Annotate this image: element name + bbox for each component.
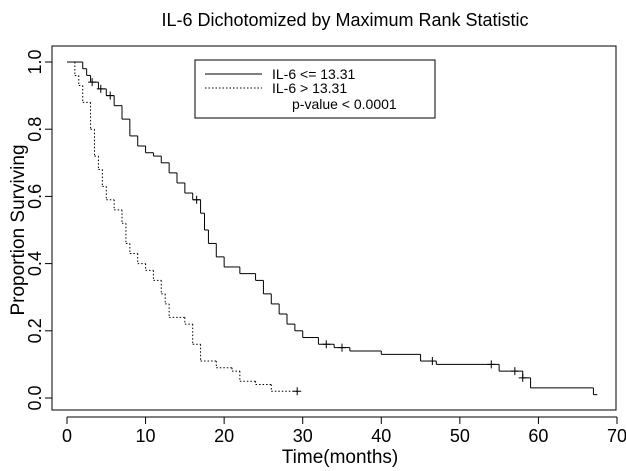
censor-mark	[96, 84, 105, 93]
x-axis-label: Time(months)	[282, 447, 398, 468]
x-tick-label: 50	[450, 426, 470, 446]
x-tick-label: 40	[371, 426, 391, 446]
x-tick-label: 60	[528, 426, 548, 446]
censor-mark	[322, 340, 331, 349]
censor-mark	[510, 367, 519, 376]
censor-mark	[293, 387, 302, 396]
censor-mark	[192, 195, 201, 204]
y-axis-label: Proportion Surviving	[8, 144, 29, 315]
y-tick-label: 0.0	[25, 385, 45, 410]
censor-mark	[428, 357, 437, 366]
x-tick-label: 10	[136, 426, 156, 446]
annotation: p-value < 0.0001	[292, 96, 397, 112]
y-tick-label: 0.8	[25, 117, 45, 142]
x-tick-label: 70	[607, 426, 626, 446]
y-tick-label: 0.6	[25, 184, 45, 209]
legend-label: IL-6 <= 13.31	[272, 66, 356, 82]
censor-mark	[106, 91, 115, 100]
legend-box	[194, 59, 436, 119]
x-tick-label: 20	[214, 426, 234, 446]
censor-mark	[487, 360, 496, 369]
y-tick-label: 0.4	[25, 251, 45, 276]
x-tick-label: 0	[62, 426, 72, 446]
y-tick-label: 0.2	[25, 318, 45, 343]
y-tick-label: 1.0	[25, 49, 45, 74]
censor-mark	[88, 78, 97, 87]
chart-title: IL-6 Dichotomized by Maximum Rank Statis…	[161, 10, 528, 30]
censor-mark	[338, 343, 346, 352]
x-tick-label: 30	[293, 426, 313, 446]
censor-mark	[518, 373, 527, 382]
legend-label: IL-6 > 13.31	[272, 80, 347, 96]
